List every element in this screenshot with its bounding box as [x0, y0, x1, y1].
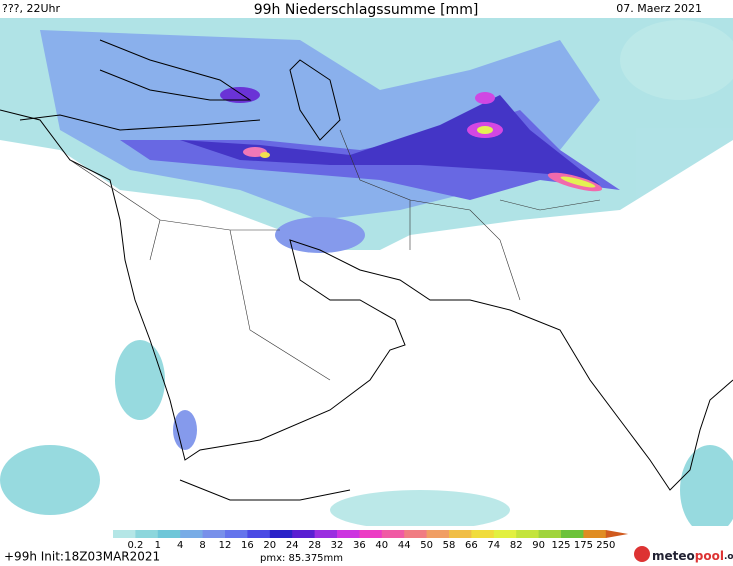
colorbar-label: 4 [177, 540, 183, 551]
colorbar-segment [337, 530, 360, 538]
colorbar-segment [202, 530, 226, 538]
colorbar-label: 40 [375, 540, 388, 551]
colorbar-segment [359, 530, 383, 538]
colorbar-label: 16 [241, 540, 254, 551]
colorbar: 0.2 1 4 8 12 16 20 24 28 32 36 40 44 50 58 66 74 82 90 125 1… [113, 530, 629, 551]
colorbar-segment [269, 530, 293, 538]
footer-center: pmx: 85.375mm [260, 553, 343, 564]
colorbar-label: 12 [219, 540, 232, 551]
colorbar-segment [292, 530, 316, 538]
header-left: ???, 22Uhr [2, 2, 61, 15]
header-right: 07. Maerz 2021 [616, 2, 702, 15]
colorbar-segment [157, 530, 181, 538]
colorbar-segment [426, 530, 450, 538]
colorbar-segment [113, 530, 136, 538]
colorbar-label: 82 [510, 540, 523, 551]
header-bar [0, 0, 733, 18]
colorbar-label: 125 [551, 540, 570, 551]
colorbar-segment [247, 530, 271, 538]
colorbar-segment [493, 530, 517, 538]
colorbar-segment [381, 530, 405, 538]
logo: meteopool.org [652, 549, 733, 563]
colorbar-segment [583, 530, 607, 538]
colorbar-segment [135, 530, 159, 538]
colorbar-segment [516, 530, 540, 538]
colorbar-segment [538, 530, 562, 538]
colorbar-label: 20 [263, 540, 276, 551]
colorbar-label: 44 [398, 540, 411, 551]
colorbar-label: 28 [308, 540, 321, 551]
colorbar-label: 1 [155, 540, 161, 551]
colorbar-label: 24 [286, 540, 299, 551]
colorbar-segment [471, 530, 495, 538]
colorbar-label: 50 [420, 540, 433, 551]
colorbar-label: 175 [574, 540, 593, 551]
colorbar-segment [404, 530, 428, 538]
colorbar-label: 8 [199, 540, 205, 551]
colorbar-label: 0.2 [127, 540, 143, 551]
borders [69, 129, 601, 381]
colorbar-segment [180, 530, 204, 538]
colorbar-segment [449, 530, 472, 538]
coastlines [0, 39, 733, 501]
footer-left: +99h Init:18Z03MAR2021 [4, 550, 160, 564]
colorbar-segment [561, 530, 584, 538]
colorbar-arrow [605, 530, 629, 538]
colorbar-label: 66 [465, 540, 478, 551]
colorbar-label: 74 [487, 540, 500, 551]
colorbar-label: 32 [331, 540, 344, 551]
title: 99h Niederschlagssumme [mm] [254, 2, 479, 18]
colorbar-segment [314, 530, 338, 538]
colorbar-label: 36 [353, 540, 366, 551]
logo-icon [634, 546, 650, 562]
colorbar-label: 90 [532, 540, 545, 551]
colorbar-label: 58 [443, 540, 456, 551]
precip-field [0, 18, 733, 535]
colorbar-label: 250 [596, 540, 615, 551]
colorbar-segment [225, 530, 248, 538]
